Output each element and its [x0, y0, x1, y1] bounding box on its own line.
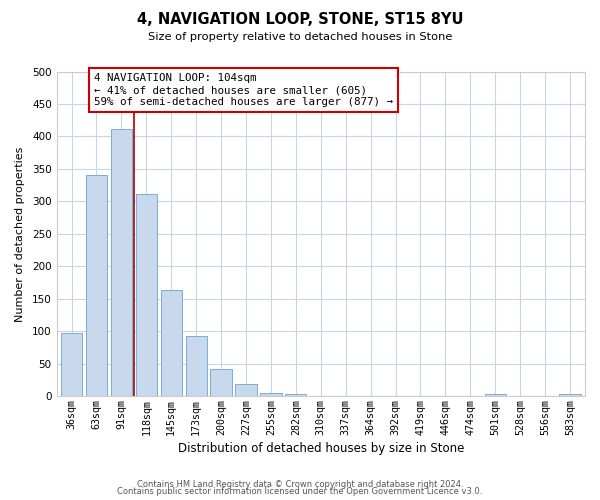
Text: Size of property relative to detached houses in Stone: Size of property relative to detached ho…	[148, 32, 452, 42]
Bar	[211, 369, 232, 396]
Bar	[161, 290, 182, 397]
Bar	[61, 334, 82, 396]
Text: Contains HM Land Registry data © Crown copyright and database right 2024.: Contains HM Land Registry data © Crown c…	[137, 480, 463, 489]
Y-axis label: Number of detached properties: Number of detached properties	[15, 146, 25, 322]
Bar	[111, 130, 132, 396]
Bar	[285, 394, 307, 396]
Text: 4 NAVIGATION LOOP: 104sqm
← 41% of detached houses are smaller (605)
59% of semi: 4 NAVIGATION LOOP: 104sqm ← 41% of detac…	[94, 74, 393, 106]
Bar	[559, 394, 581, 396]
Bar	[485, 394, 506, 396]
Bar	[235, 384, 257, 396]
X-axis label: Distribution of detached houses by size in Stone: Distribution of detached houses by size …	[178, 442, 464, 455]
Bar	[86, 175, 107, 396]
Text: 4, NAVIGATION LOOP, STONE, ST15 8YU: 4, NAVIGATION LOOP, STONE, ST15 8YU	[137, 12, 463, 28]
Bar	[136, 194, 157, 396]
Bar	[185, 336, 207, 396]
Bar	[260, 393, 281, 396]
Text: Contains public sector information licensed under the Open Government Licence v3: Contains public sector information licen…	[118, 487, 482, 496]
